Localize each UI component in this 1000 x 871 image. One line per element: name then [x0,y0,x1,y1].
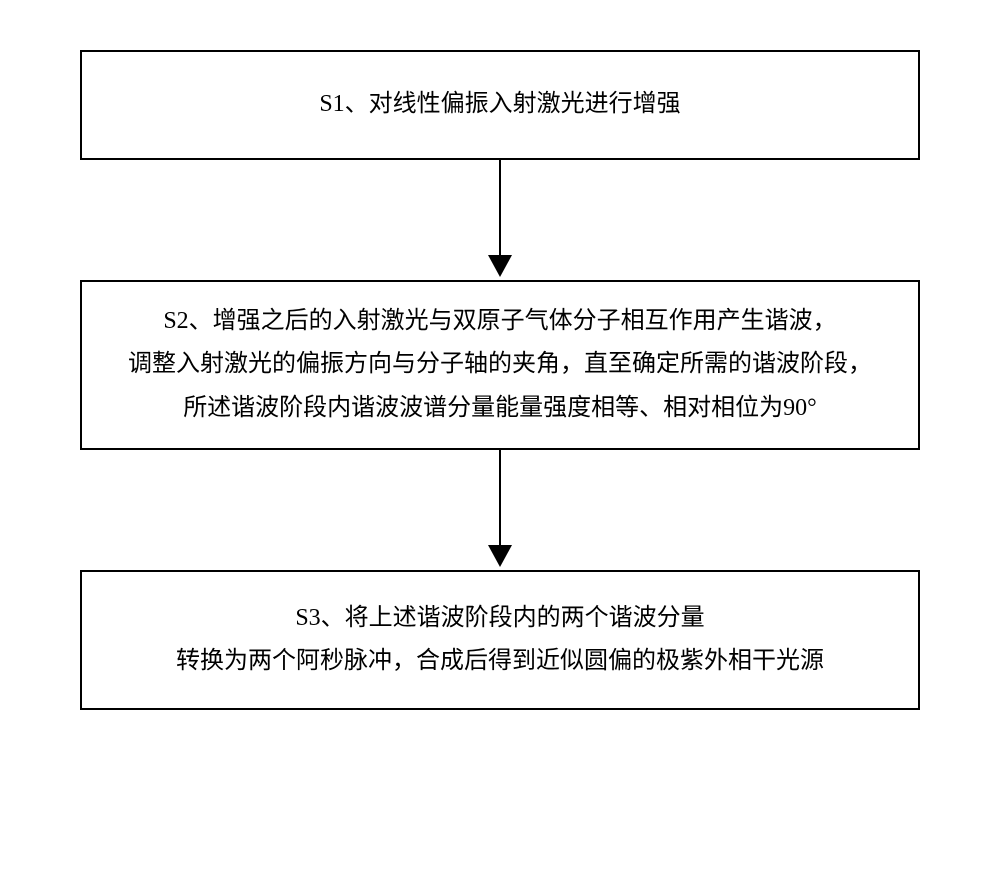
flowchart-node-s1: S1、对线性偏振入射激光进行增强 [80,50,920,160]
flowchart-container: S1、对线性偏振入射激光进行增强 S2、增强之后的入射激光与双原子气体分子相互作… [0,0,1000,710]
arrow-line [499,450,501,545]
arrow-head-icon [488,255,512,277]
node-s2-text: S2、增强之后的入射激光与双原子气体分子相互作用产生谐波， 调整入射激光的偏振方… [128,300,872,430]
flowchart-node-s3: S3、将上述谐波阶段内的两个谐波分量 转换为两个阿秒脉冲，合成后得到近似圆偏的极… [80,570,920,710]
node-s1-text: S1、对线性偏振入射激光进行增强 [319,83,680,126]
arrow-line [499,160,501,255]
node-s3-text: S3、将上述谐波阶段内的两个谐波分量 转换为两个阿秒脉冲，合成后得到近似圆偏的极… [176,597,824,683]
flowchart-arrow-1 [488,160,512,280]
flowchart-node-s2: S2、增强之后的入射激光与双原子气体分子相互作用产生谐波， 调整入射激光的偏振方… [80,280,920,450]
arrow-head-icon [488,545,512,567]
flowchart-arrow-2 [488,450,512,570]
